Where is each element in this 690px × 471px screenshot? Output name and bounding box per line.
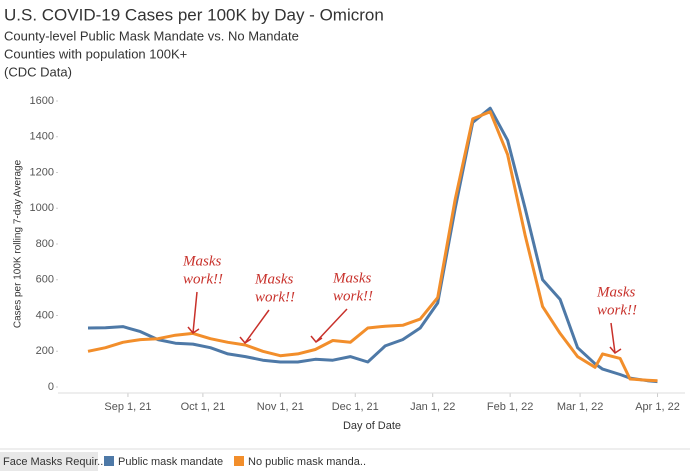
annotation: Masks <box>182 253 221 269</box>
annotation: work!! <box>333 288 373 304</box>
subtitle: (CDC Data) <box>4 64 72 79</box>
legend: Public mask mandate No public mask manda.… <box>104 456 366 468</box>
annotation: Masks <box>254 271 293 287</box>
y-tick-label: 1000 <box>30 202 54 214</box>
subtitle: Counties with population 100K+ <box>4 46 187 61</box>
annotation-arrow <box>609 322 622 354</box>
legend-title: Face Masks Requir... <box>3 456 106 468</box>
annotation-arrow <box>239 309 270 344</box>
annotation: work!! <box>255 289 295 305</box>
legend-title-bg <box>0 452 98 471</box>
y-tick-label: 1400 <box>30 131 54 143</box>
x-tick-label: Oct 1, 21 <box>181 401 226 413</box>
x-tick-label: Jan 1, 22 <box>410 401 455 413</box>
chart-title: U.S. COVID-19 Cases per 100K by Day - Om… <box>4 5 384 24</box>
x-tick-label: Mar 1, 22 <box>557 401 603 413</box>
y-tick-label: 0 <box>48 381 54 393</box>
y-tick-label: 1200 <box>30 166 54 178</box>
x-axis-title: Day of Date <box>343 420 401 432</box>
annotation-arrow <box>187 291 200 334</box>
legend-label: No public mask manda.. <box>248 456 366 468</box>
annotation: work!! <box>183 271 223 287</box>
legend-swatch <box>234 456 244 466</box>
x-tick-label: Sep 1, 21 <box>104 401 151 413</box>
annotation: Masks <box>332 270 371 286</box>
annotation: work!! <box>597 302 637 318</box>
x-tick-label: Apr 1, 22 <box>635 401 680 413</box>
series-line <box>87 106 658 384</box>
subtitle: County-level Public Mask Mandate vs. No … <box>4 28 299 43</box>
y-tick-label: 800 <box>36 238 54 250</box>
y-axis-title: Cases per 100K rolling 7-day Average <box>13 159 24 328</box>
y-tick-label: 400 <box>36 309 54 321</box>
x-tick-label: Feb 1, 22 <box>487 401 533 413</box>
legend-label: Public mask mandate <box>118 456 223 468</box>
annotation-arrow <box>310 308 348 343</box>
y-tick-label: 1600 <box>30 95 54 107</box>
legend-swatch <box>104 456 114 466</box>
x-tick-label: Nov 1, 21 <box>257 401 304 413</box>
x-tick-label: Dec 1, 21 <box>332 401 379 413</box>
series-line <box>87 110 658 383</box>
y-tick-label: 200 <box>36 345 54 357</box>
annotation: Masks <box>596 284 635 300</box>
y-tick-label: 600 <box>36 274 54 286</box>
